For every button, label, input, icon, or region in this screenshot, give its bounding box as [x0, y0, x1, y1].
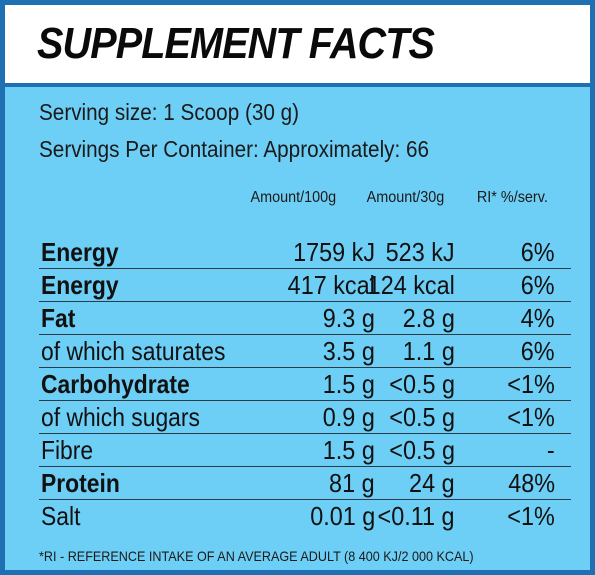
- table-row: Fibre 1.5 g <0.5 g -: [39, 433, 571, 467]
- amount-per-100g: 1.5 g: [322, 435, 375, 465]
- amount-per-100g: 9.3 g: [322, 303, 375, 333]
- nutrient-name: Salt: [41, 501, 81, 531]
- nutrient-name: Fat: [41, 303, 76, 333]
- ri-percent: 6%: [521, 336, 555, 366]
- amount-per-30g: <0.11 g: [378, 501, 455, 531]
- amount-per-30g: <0.5 g: [389, 402, 455, 432]
- amount-per-30g: <0.5 g: [389, 369, 455, 399]
- table-row: of which sugars 0.9 g <0.5 g <1%: [39, 400, 571, 434]
- ri-percent: -: [547, 435, 555, 465]
- table-row: of which saturates 3.5 g 1.1 g 6%: [39, 334, 571, 368]
- nutrient-name: Energy: [41, 270, 119, 300]
- table-row: Energy 1759 kJ 523 kJ 6%: [39, 235, 571, 269]
- column-header-per-100g: Amount/100g: [250, 189, 336, 206]
- amount-per-30g: 523 kJ: [386, 237, 455, 267]
- amount-per-30g: 124 kcal: [367, 270, 455, 300]
- amount-per-100g: 1759 kJ: [293, 237, 375, 267]
- serving-size: Serving size: 1 Scoop (30 g): [39, 99, 300, 125]
- nutrient-name: of which saturates: [41, 336, 226, 366]
- amount-per-30g: 2.8 g: [402, 303, 455, 333]
- ri-percent: <1%: [507, 369, 555, 399]
- servings-per-container: Servings Per Container: Approximately: 6…: [39, 136, 430, 162]
- amount-per-30g: 24 g: [409, 468, 455, 498]
- table-row: Salt 0.01 g <0.11 g <1%: [39, 499, 571, 532]
- table-row: Carbohydrate 1.5 g <0.5 g <1%: [39, 367, 571, 401]
- nutrient-name: of which sugars: [41, 402, 200, 432]
- nutrient-name: Protein: [41, 468, 120, 498]
- ri-percent: 4%: [521, 303, 555, 333]
- amount-per-100g: 417 kcal: [287, 270, 375, 300]
- amount-per-100g: 81 g: [329, 468, 375, 498]
- ri-percent: 6%: [521, 237, 555, 267]
- ri-percent: <1%: [507, 402, 555, 432]
- nutrient-name: Energy: [41, 237, 119, 267]
- nutrient-name: Carbohydrate: [41, 369, 190, 399]
- column-header-per-30g: Amount/30g: [366, 189, 444, 206]
- amount-per-100g: 1.5 g: [322, 369, 375, 399]
- title-bar: SUPPLEMENT FACTS: [5, 5, 590, 87]
- table-row: Energy 417 kcal 124 kcal 6%: [39, 268, 571, 302]
- ri-percent: <1%: [507, 501, 555, 531]
- ri-percent: 6%: [521, 270, 555, 300]
- ri-footnote: *RI - REFERENCE INTAKE OF AN AVERAGE ADU…: [39, 548, 474, 564]
- table-row: Protein 81 g 24 g 48%: [39, 466, 571, 500]
- panel-title: SUPPLEMENT FACTS: [37, 19, 435, 68]
- table-row: Fat 9.3 g 2.8 g 4%: [39, 301, 571, 335]
- amount-per-100g: 3.5 g: [322, 336, 375, 366]
- ri-percent: 48%: [508, 468, 555, 498]
- nutrient-name: Fibre: [41, 435, 94, 465]
- column-header-ri: RI* %/serv.: [477, 189, 548, 206]
- amount-per-30g: <0.5 g: [389, 435, 455, 465]
- amount-per-100g: 0.9 g: [322, 402, 375, 432]
- amount-per-30g: 1.1 g: [402, 336, 455, 366]
- amount-per-100g: 0.01 g: [309, 501, 375, 531]
